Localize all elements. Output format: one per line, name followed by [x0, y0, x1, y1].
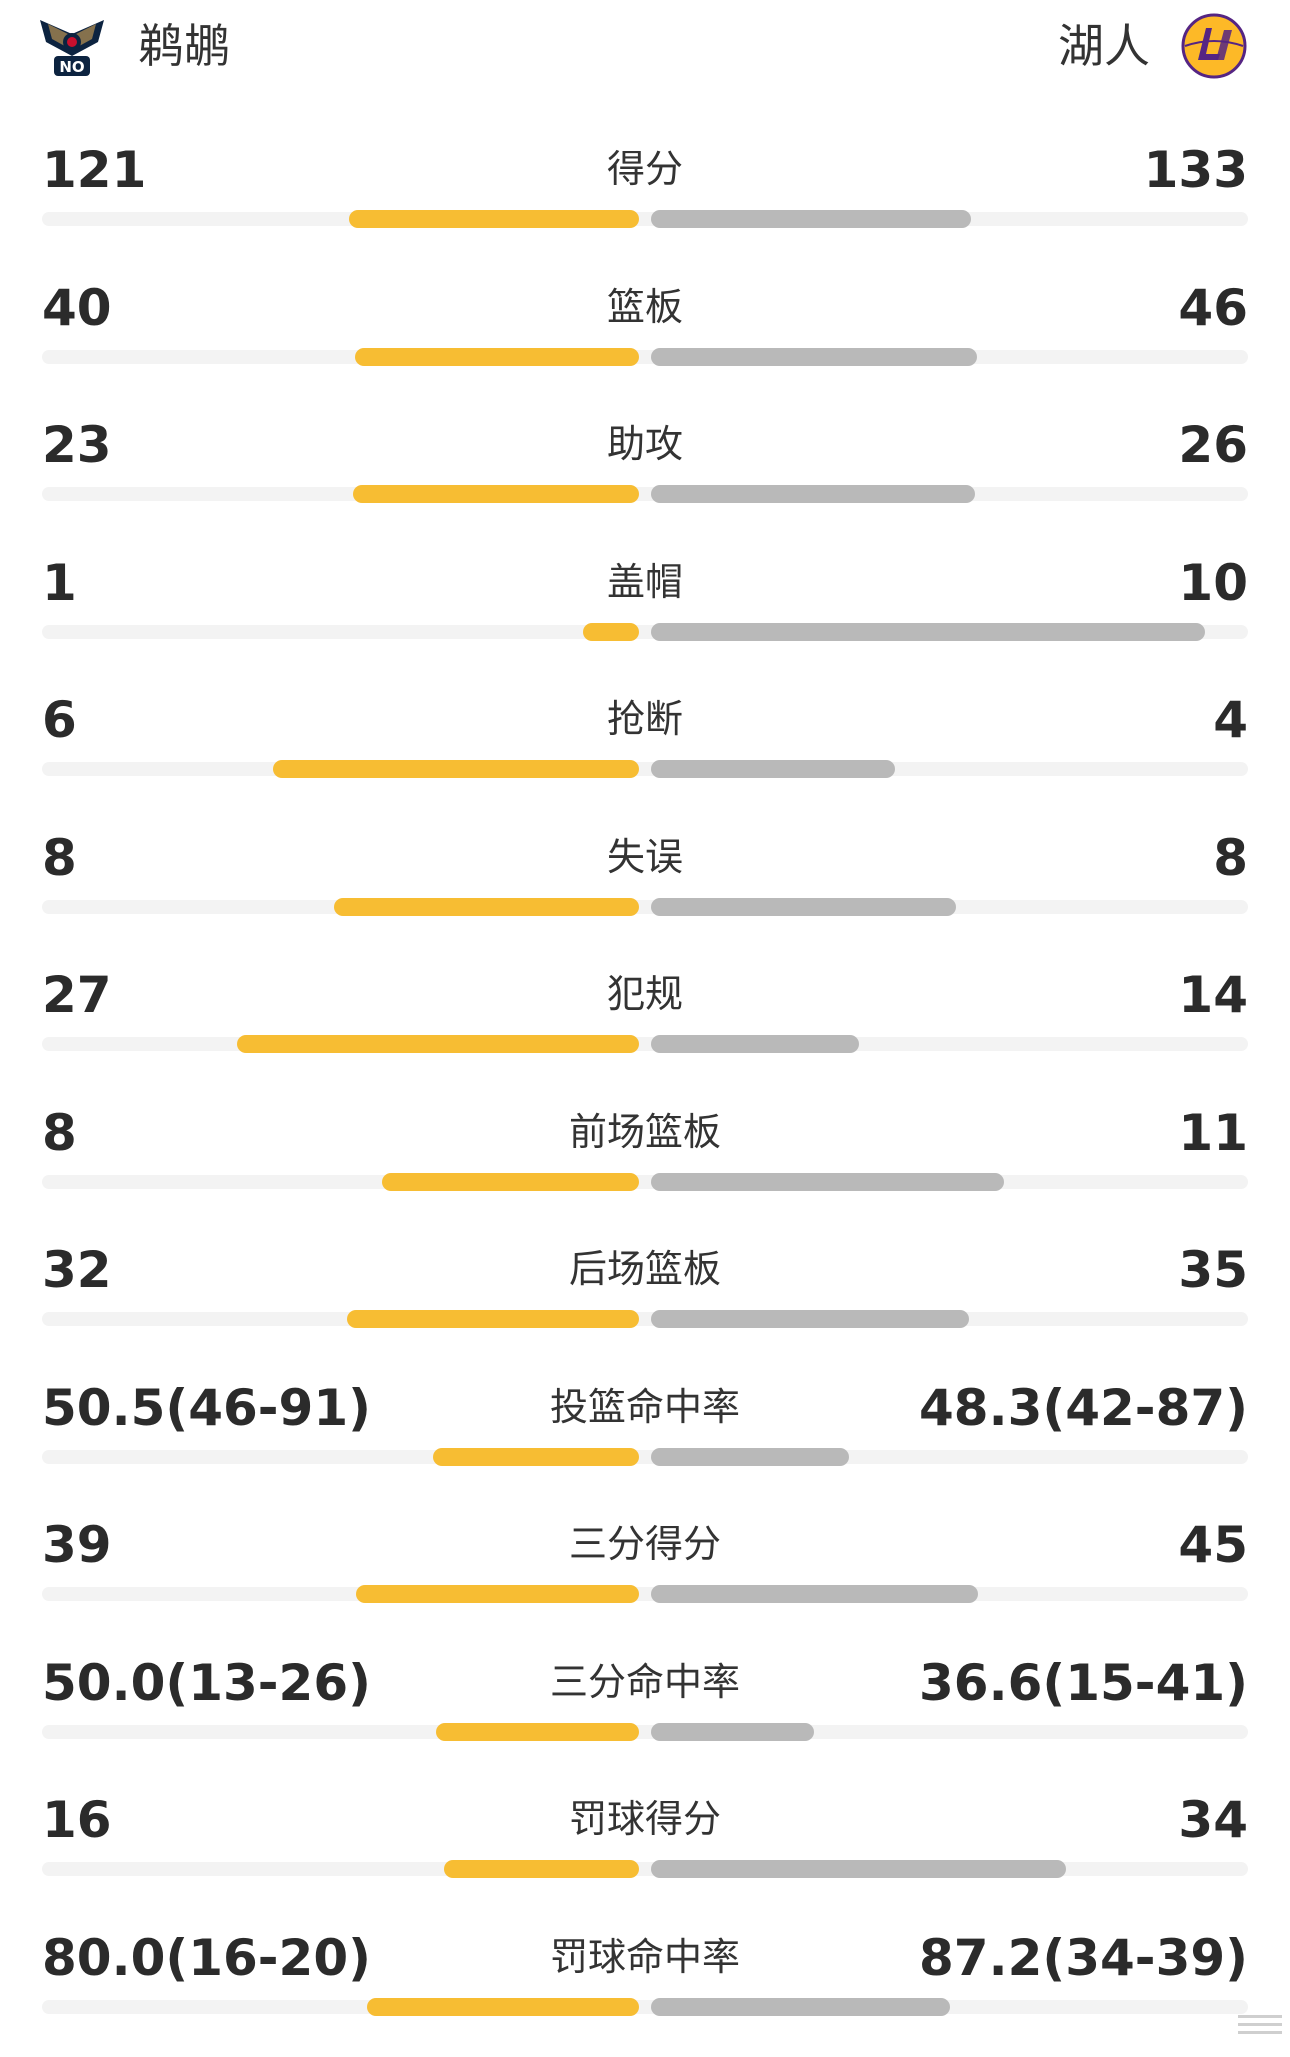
away-stat-value: 34 [1178, 1790, 1248, 1850]
away-stat-value: 48.3(42-87) [919, 1378, 1248, 1438]
home-stat-bar [382, 1173, 639, 1191]
watermark-lines-icon [1230, 2007, 1290, 2041]
stat-bar-track [42, 350, 1248, 364]
stat-label: 盖帽 [0, 557, 1290, 607]
stat-bar-track [42, 1587, 1248, 1601]
home-stat-bar [356, 1585, 639, 1603]
home-stat-bar [347, 1310, 639, 1328]
away-stat-value: 26 [1178, 415, 1248, 475]
away-stat-value: 133 [1144, 140, 1248, 200]
home-stat-bar [237, 1035, 639, 1053]
stat-bar-track [42, 1312, 1248, 1326]
scoreboard-header: NO 鹈鹕 湖人 [0, 0, 1290, 110]
stat-bar-track [42, 2000, 1248, 2014]
home-stat-bar [349, 210, 639, 228]
stat-label: 得分 [0, 144, 1290, 194]
stat-bar-track [42, 212, 1248, 226]
home-stat-bar [353, 485, 639, 503]
stat-label: 助攻 [0, 419, 1290, 469]
away-stat-value: 45 [1178, 1515, 1248, 1575]
stat-bar-track [42, 487, 1248, 501]
away-stat-bar [651, 210, 971, 228]
stat-label: 犯规 [0, 969, 1290, 1019]
away-stat-value: 46 [1178, 278, 1248, 338]
away-stat-bar [651, 898, 956, 916]
away-stat-value: 10 [1178, 553, 1248, 613]
home-stat-bar [355, 348, 639, 366]
home-stat-bar [436, 1723, 639, 1741]
home-stat-bar [583, 623, 639, 641]
stat-label: 前场篮板 [0, 1107, 1290, 1157]
home-stat-bar [334, 898, 639, 916]
stat-bar-track [42, 1725, 1248, 1739]
home-stat-bar [367, 1998, 639, 2016]
away-stat-bar [651, 1310, 969, 1328]
away-stat-bar [651, 1035, 859, 1053]
stat-bar-track [42, 900, 1248, 914]
away-stat-value: 4 [1213, 690, 1248, 750]
home-team-name: 鹈鹕 [138, 16, 230, 76]
lakers-logo-icon [1180, 12, 1248, 80]
away-stat-bar [651, 1860, 1066, 1878]
stat-label: 抢断 [0, 694, 1290, 744]
away-stat-bar [651, 1173, 1004, 1191]
away-stat-value: 87.2(34-39) [919, 1928, 1248, 1988]
stat-bar-track [42, 1862, 1248, 1876]
away-stat-value: 35 [1178, 1240, 1248, 1300]
away-stat-value: 11 [1178, 1103, 1248, 1163]
away-stat-value: 8 [1213, 828, 1248, 888]
stat-label: 失误 [0, 832, 1290, 882]
away-stat-bar [651, 760, 895, 778]
home-stat-bar [444, 1860, 639, 1878]
stat-bar-track [42, 1037, 1248, 1051]
away-stat-bar [651, 1723, 814, 1741]
away-stat-bar [651, 485, 975, 503]
away-team-name: 湖人 [1058, 16, 1150, 76]
stat-label: 篮板 [0, 282, 1290, 332]
away-stat-value: 36.6(15-41) [919, 1653, 1248, 1713]
stat-label: 罚球得分 [0, 1794, 1290, 1844]
away-stat-bar [651, 1998, 950, 2016]
svg-text:NO: NO [59, 58, 84, 76]
stat-label: 后场篮板 [0, 1244, 1290, 1294]
home-stat-bar [433, 1448, 639, 1466]
away-stat-bar [651, 1585, 978, 1603]
away-stat-value: 14 [1178, 965, 1248, 1025]
away-stat-bar [651, 623, 1205, 641]
stat-bar-track [42, 1450, 1248, 1464]
pelicans-logo-icon: NO [38, 12, 106, 80]
stat-bar-track [42, 762, 1248, 776]
away-stat-bar [651, 348, 977, 366]
home-stat-bar [273, 760, 639, 778]
away-stat-bar [651, 1448, 849, 1466]
stat-label: 三分得分 [0, 1519, 1290, 1569]
stat-bar-track [42, 1175, 1248, 1189]
